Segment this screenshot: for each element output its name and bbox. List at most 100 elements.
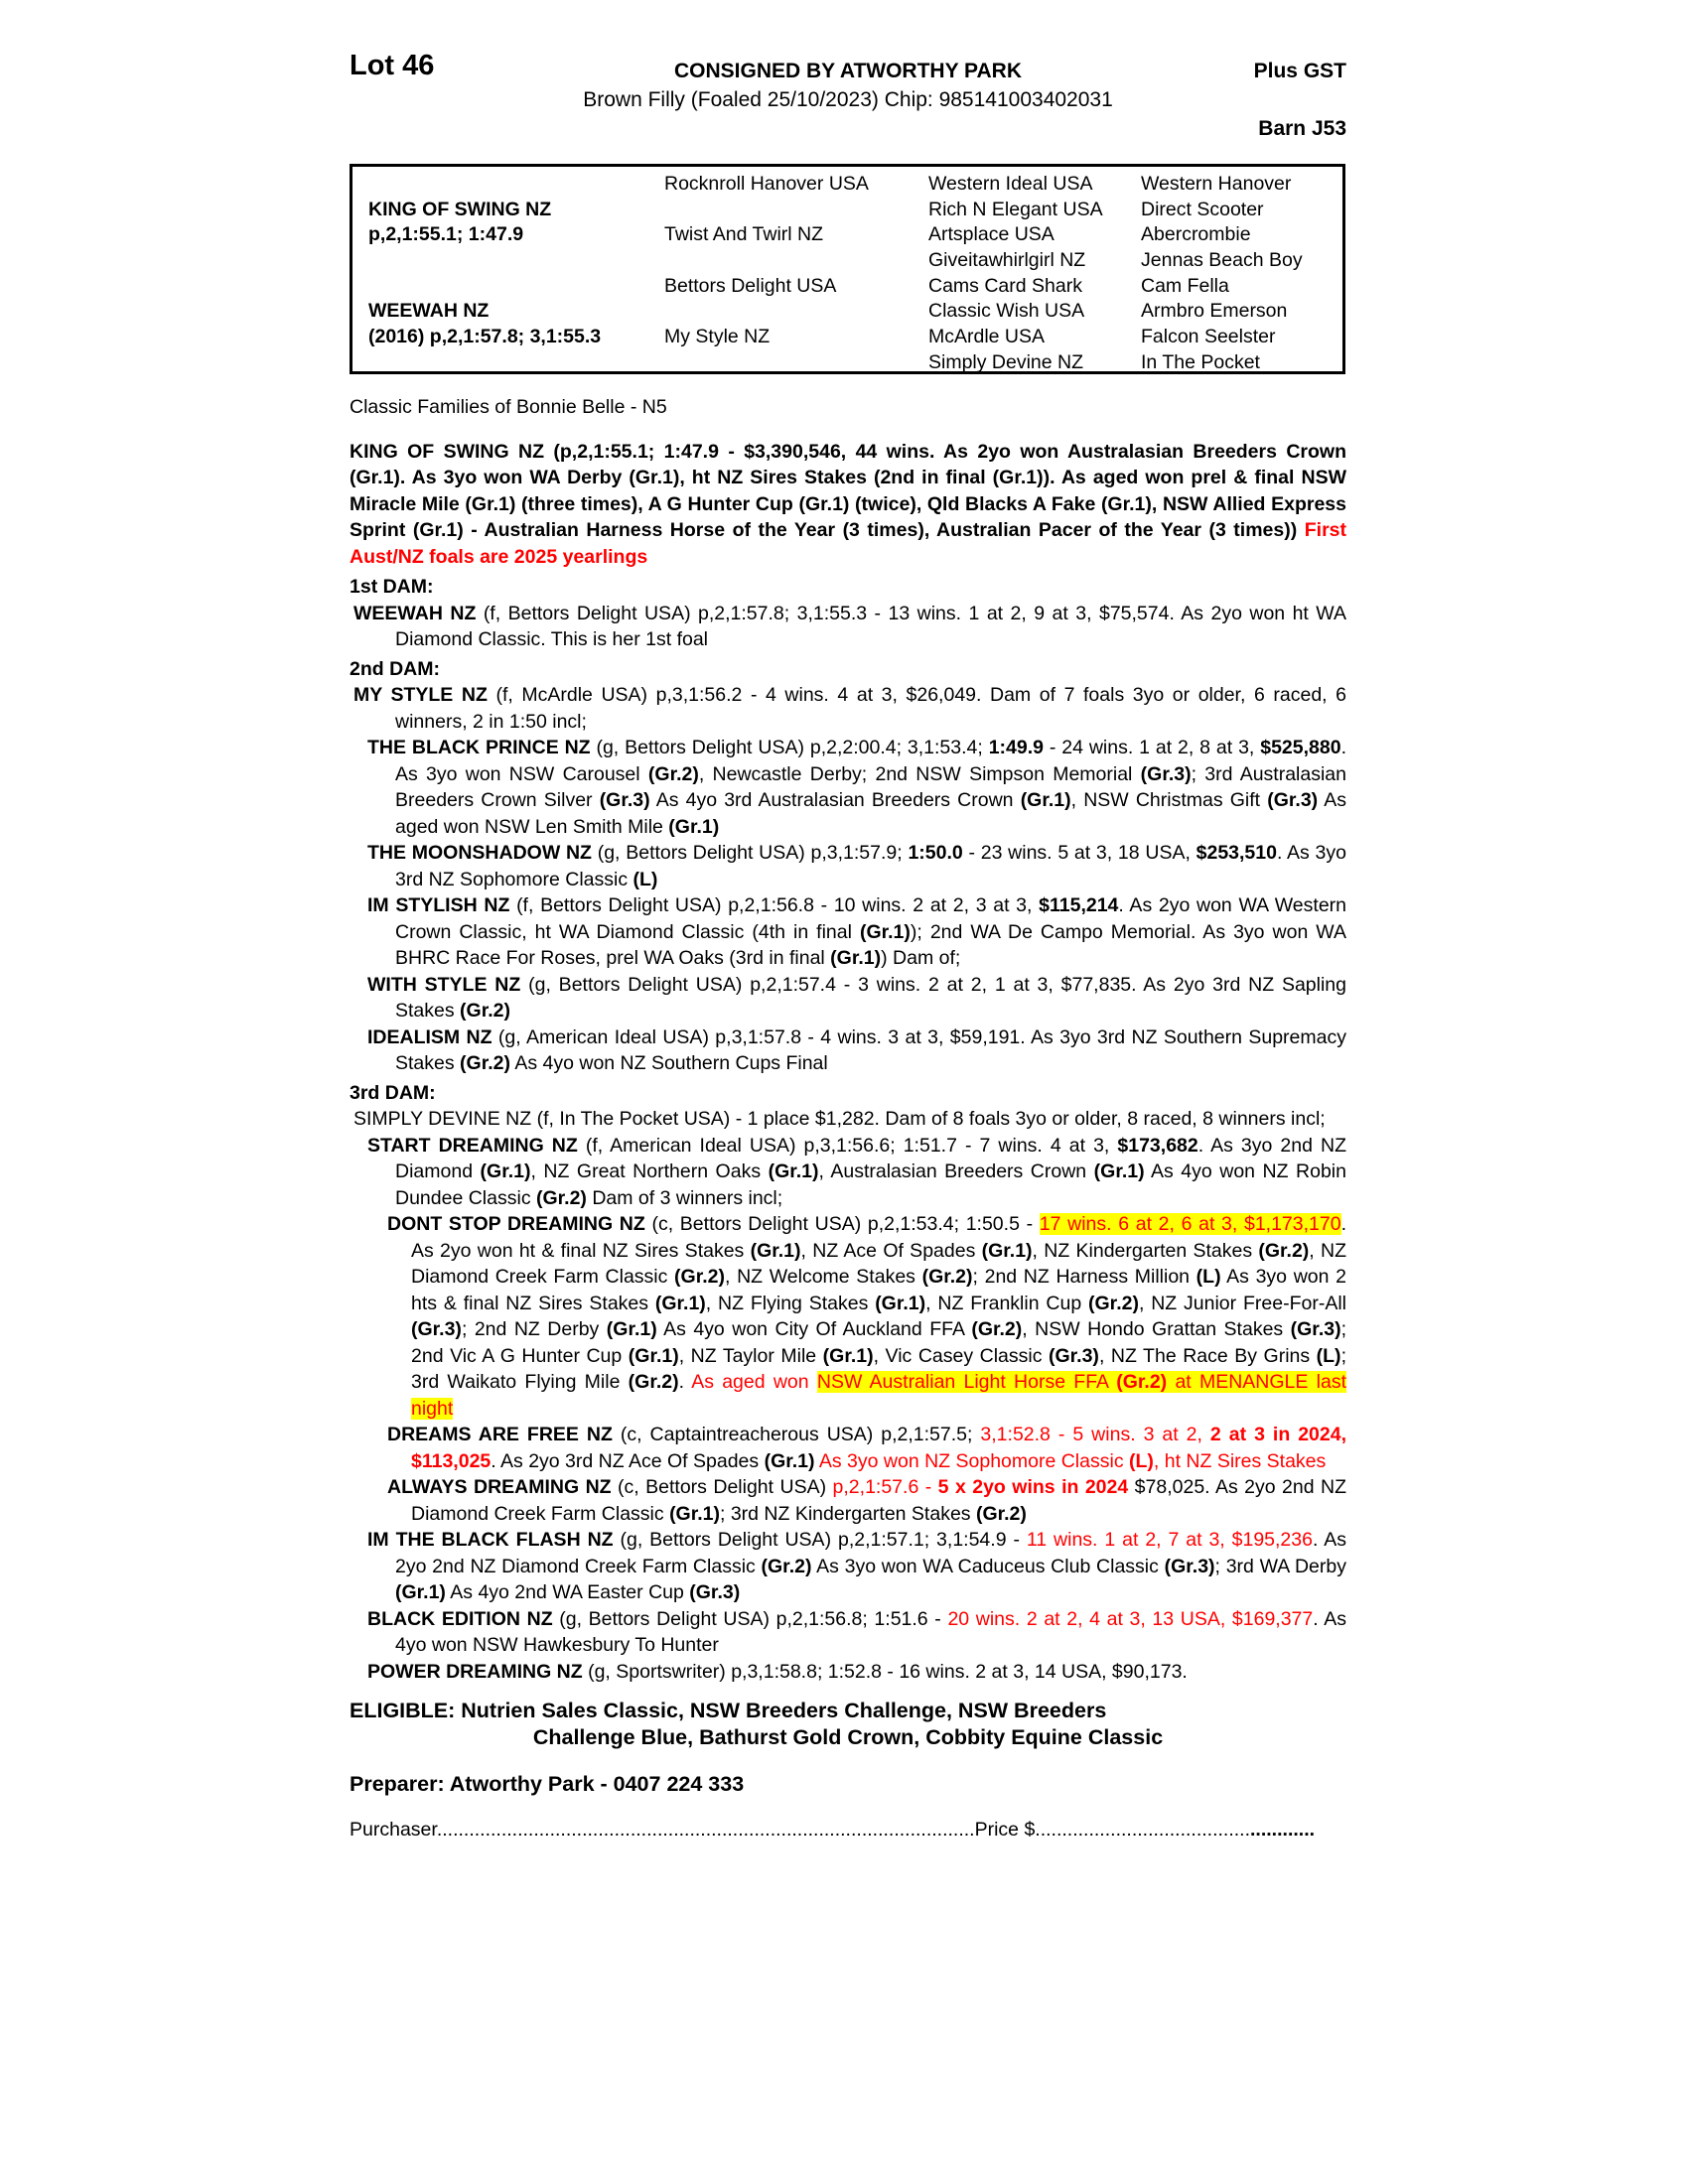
text-segment: (Gr.3): [689, 1581, 741, 1603]
text-segment: POWER DREAMING NZ: [367, 1660, 589, 1683]
pedigree-cell: [664, 198, 928, 223]
pedigree-cell: [352, 248, 664, 274]
text-segment: . As 4yo won NSW Hawkesbury To Hunter: [395, 1607, 1346, 1657]
text-segment: 1:50.0: [908, 842, 963, 864]
pedigree-cell: McArdle USA: [928, 326, 1046, 348]
text-segment: As 4yo won NZ Robin Dundee Classic: [395, 1160, 1346, 1209]
text-segment: (Gr.2): [921, 1266, 973, 1288]
text-segment: 1st DAM:: [350, 576, 434, 598]
pedigree-cell: Simply Devine NZ: [928, 350, 1084, 373]
pedigree-cell: In The Pocket: [1141, 350, 1260, 373]
text-segment: (Gr.1): [668, 815, 720, 838]
text-segment: , NZ Flying Stakes: [705, 1292, 876, 1314]
text-segment: WEEWAH NZ: [353, 602, 484, 624]
text-segment: ; 3rd WA Derby: [1214, 1555, 1346, 1577]
text-segment: (Gr.2): [1088, 1292, 1139, 1314]
text-segment: SIMPLY DEVINE NZ (f, In The Pocket USA) …: [353, 1108, 1326, 1130]
text-segment: (Gr.1): [750, 1239, 801, 1262]
text-segment: , Newcastle Derby; 2nd NSW Simpson Memor…: [698, 762, 1141, 785]
im-the-black-flash: IM THE BLACK FLASH NZ (g, Bettors Deligh…: [350, 1527, 1346, 1606]
text-segment: ) Dam of;: [881, 947, 961, 969]
text-segment: (c, Captaintreacherous USA) p,2,1:57.5;: [620, 1424, 981, 1445]
text-segment: , NZ Ace Of Spades: [800, 1239, 982, 1262]
lot-number: Lot 46: [350, 50, 435, 81]
text-segment: (Gr.1): [1020, 789, 1071, 811]
eligibility-line-2: Challenge Blue, Bathurst Gold Crown, Cob…: [532, 1725, 1164, 1749]
text-segment: THE MOONSHADOW NZ: [367, 842, 598, 864]
weewah: WEEWAH NZ (f, Bettors Delight USA) p,2,1…: [350, 601, 1346, 653]
text-segment: . As 3yo 2nd NZ Diamond: [395, 1134, 1346, 1183]
text-segment: As 4yo 3rd Australasian Breeders Crown: [649, 789, 1021, 811]
purchaser-price-line: Purchaser...............................…: [350, 1817, 1346, 1843]
pedigree-cell: Twist And Twirl NZ: [664, 223, 824, 246]
text-segment: 17 wins. 6 at 2, 6 at 3,: [1039, 1213, 1244, 1235]
pedigree-cell: Direct Scooter: [1141, 198, 1264, 220]
text-segment: $173,682: [1117, 1134, 1198, 1157]
text-segment: (g, Sportswriter) p,3,1:58.8; 1:52.8 - 1…: [588, 1660, 1188, 1683]
text-segment: As 3yo won 2 hts & final NZ Sires Stakes: [411, 1266, 1346, 1314]
text-segment: (Gr.1): [1093, 1160, 1145, 1182]
text-segment: , NZ Welcome Stakes: [724, 1266, 922, 1288]
text-segment: , NZ Junior Free-For-All: [1138, 1292, 1346, 1314]
text-segment: $253,510: [1196, 842, 1277, 864]
text-segment: ; 3rd Waikato Flying Mile: [411, 1344, 1346, 1394]
pedigree-cell: Rocknroll Hanover USA: [664, 173, 869, 195]
dont-stop-dreaming: DONT STOP DREAMING NZ (c, Bettors Deligh…: [350, 1211, 1346, 1422]
text-segment: (Gr.3): [1267, 789, 1319, 811]
text-segment: As 3yo won NZ Sophomore Classic: [818, 1449, 1129, 1472]
text-segment: 3rd DAM:: [350, 1081, 436, 1104]
pedigree-cell: Jennas Beach Boy: [1141, 249, 1303, 272]
text-segment: ; 2nd Vic A G Hunter Cup: [411, 1318, 1346, 1367]
plus-gst-label: Plus GST: [1253, 60, 1346, 82]
text-segment: , Australasian Breeders Crown: [818, 1160, 1094, 1182]
text-segment: , NSW Hondo Grattan Stakes: [1022, 1318, 1291, 1340]
text-segment: . As 2yo won WA Western Crown Classic, h…: [395, 894, 1347, 943]
text-segment: THE BLACK PRINCE NZ: [367, 737, 597, 758]
text-segment: KING OF SWING NZ (p,2,1:55.1; 1:47.9 - $…: [350, 440, 1346, 542]
pedigree-table: Rocknroll Hanover USA Western Ideal USA We…: [350, 164, 1345, 374]
consignor-title: CONSIGNED BY ATWORTHY PARK: [673, 60, 1023, 82]
always-dreaming: ALWAYS DREAMING NZ (c, Bettors Delight U…: [350, 1474, 1346, 1527]
preparer-line: Preparer: Atworthy Park - 0407 224 333: [350, 1772, 745, 1796]
text-segment: $78,025. As 2yo 2nd NZ Diamond Creek Far…: [411, 1476, 1346, 1525]
text-segment: . As 2yo 2nd NZ Diamond Creek Farm Class…: [395, 1529, 1346, 1577]
text-segment: , NZ Diamond Creek Farm Classic: [411, 1239, 1346, 1289]
text-segment: (g, Bettors Delight USA) p,2,1:56.8; 1:5…: [559, 1607, 948, 1630]
start-dreaming: START DREAMING NZ (f, American Ideal USA…: [350, 1133, 1346, 1212]
text-segment: (Gr.1): [764, 1449, 815, 1472]
text-segment: (Gr.2): [1116, 1371, 1168, 1393]
pedigree-cell: p,2,1:55.1; 1:47.9: [368, 223, 524, 246]
text-segment: $1,173,170: [1243, 1213, 1341, 1235]
text-segment: (f, Bettors Delight USA) p,2,1:57.8; 3,1…: [395, 602, 1346, 651]
text-segment: As aged won: [691, 1371, 817, 1393]
text-segment: 5 x 2yo wins in 2024: [937, 1476, 1129, 1498]
the-black-prince: THE BLACK PRINCE NZ (g, Bettors Delight …: [350, 735, 1346, 840]
text-segment: As 4yo 2nd WA Easter Cup: [445, 1581, 690, 1603]
text-segment: IDEALISM NZ: [367, 1025, 498, 1048]
pedigree-cell: [352, 172, 664, 198]
text-segment: (g, Bettors Delight USA) p,2,1:57.4 - 3 …: [395, 973, 1346, 1023]
text-segment: , ht NZ Sires Stakes: [1153, 1449, 1327, 1472]
sire-summary: KING OF SWING NZ (p,2,1:55.1; 1:47.9 - $…: [350, 439, 1346, 571]
text-segment: , NZ Great Northern Oaks: [530, 1160, 769, 1182]
text-segment: ............: [1250, 1818, 1316, 1841]
text-segment: ........................................: [1035, 1818, 1251, 1841]
text-segment: (g, Bettors Delight USA) p,2,1:57.1; 3,1…: [620, 1529, 1027, 1551]
text-segment: (g, Bettors Delight USA) p,2,2:00.4; 3,1…: [596, 737, 989, 758]
im-stylish: IM STYLISH NZ (f, Bettors Delight USA) p…: [350, 892, 1346, 972]
pedigree-cell: Cam Fella: [1141, 274, 1229, 297]
text-segment: (L): [1316, 1344, 1341, 1367]
text-segment: $115,214: [1039, 894, 1119, 916]
text-segment: . As 3yo won NSW Carousel: [395, 737, 1346, 785]
text-segment: (Gr.1): [395, 1581, 446, 1603]
text-segment: BLACK EDITION NZ: [367, 1607, 560, 1630]
pedigree-cell: Bettors Delight USA: [664, 274, 837, 297]
pedigree-cell: [352, 350, 664, 376]
text-segment: IM THE BLACK FLASH NZ: [367, 1529, 621, 1551]
pedigree-cell: Giveitawhirlgirl NZ: [928, 249, 1086, 272]
pedigree-cell: Cams Card Shark: [928, 274, 1082, 297]
pedigree-cell: My Style NZ: [664, 326, 771, 348]
text-segment: (Gr.1): [830, 947, 882, 969]
text-segment: (Gr.2): [761, 1555, 812, 1577]
text-segment: (Gr.2): [535, 1186, 587, 1209]
